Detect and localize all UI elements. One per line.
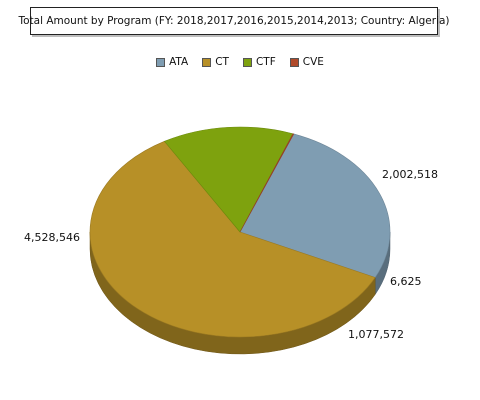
legend-label-ctf: CTF (255, 56, 276, 68)
chart-title: Total Amount by Program (FY: 2018,2017,2… (18, 7, 450, 35)
pie-slice-cve[interactable] (239, 133, 295, 233)
legend-swatch-ctf (242, 57, 252, 67)
data-label-ctf: 1,077,572 (348, 328, 404, 341)
chart-legend: ATA CT CTF CVE (0, 56, 480, 68)
pie-slice-ctf[interactable] (163, 126, 294, 233)
legend-label-cve: CVE (302, 56, 324, 68)
data-label-ct: 4,528,546 (24, 231, 80, 244)
legend-swatch-cve (289, 57, 299, 67)
data-label-ata: 2,002,518 (382, 168, 438, 181)
legend-item-cve[interactable]: CVE (289, 56, 324, 68)
pie-slice-ct[interactable] (89, 140, 376, 338)
legend-item-ctf[interactable]: CTF (242, 56, 276, 68)
legend-label-ct: CT (215, 56, 229, 68)
legend-swatch-ct (202, 57, 212, 67)
legend-swatch-ata (156, 57, 166, 67)
data-label-cve: 6,625 (390, 275, 422, 288)
legend-label-ata: ATA (169, 56, 189, 68)
pie-slice-ata[interactable] (239, 133, 391, 278)
legend-item-ata[interactable]: ATA (156, 56, 188, 68)
legend-item-ct[interactable]: CT (202, 56, 229, 68)
